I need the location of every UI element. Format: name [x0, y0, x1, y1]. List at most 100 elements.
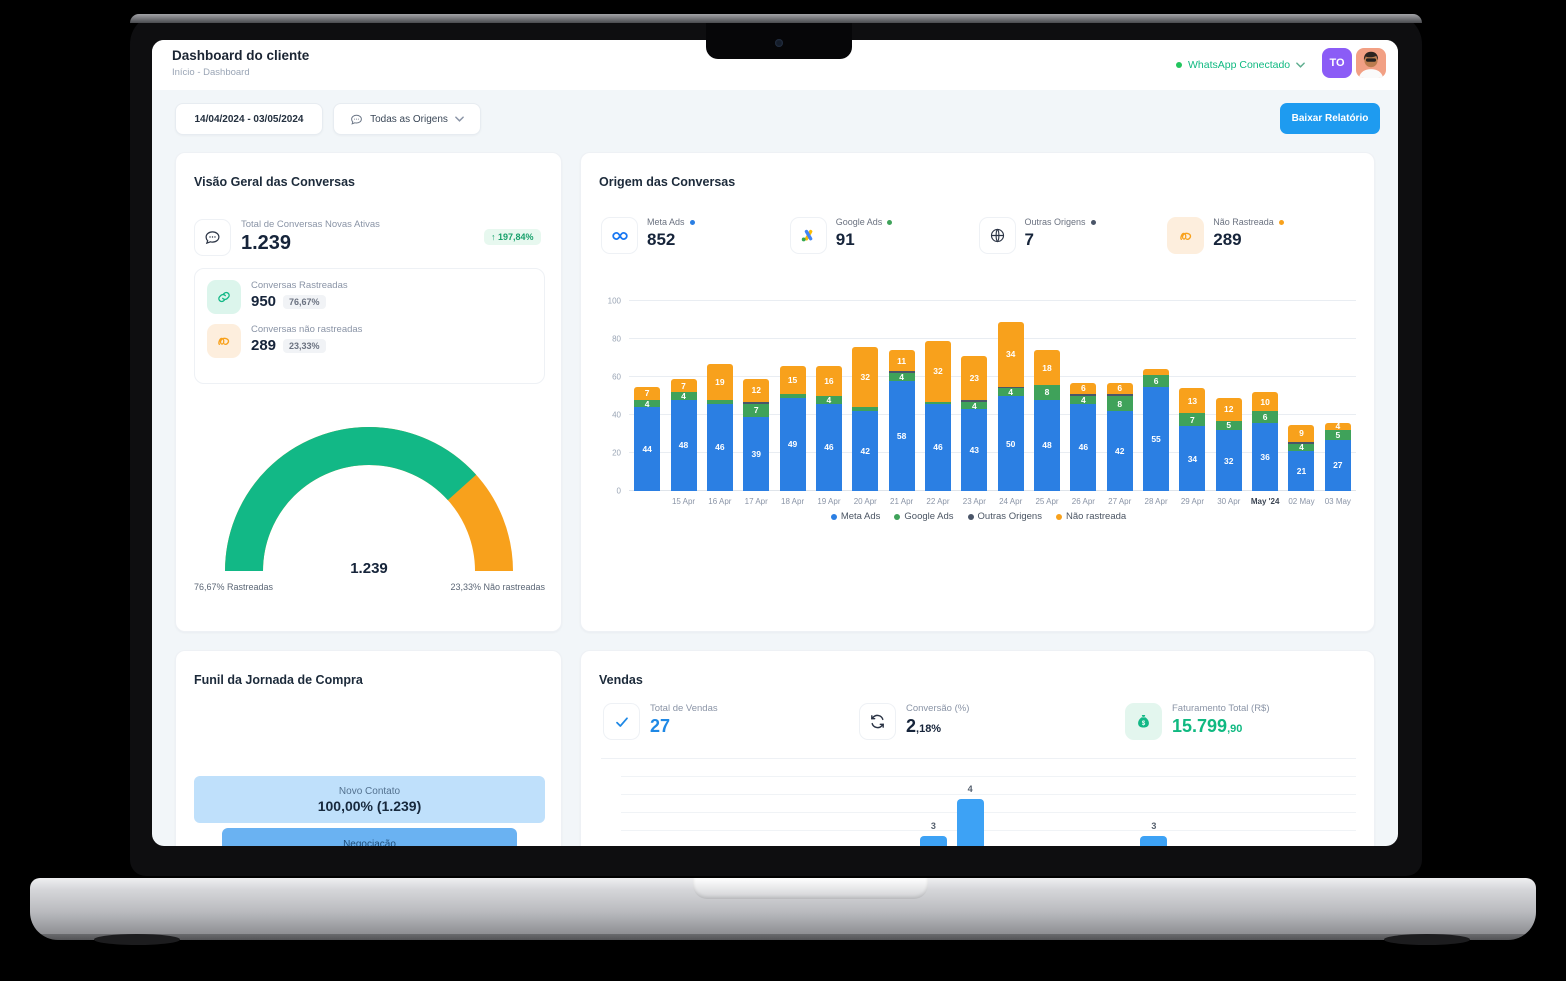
overview-card-title: Visão Geral das Conversas — [194, 175, 355, 189]
gridline — [629, 452, 1356, 453]
conversion-value: 2,18% — [906, 716, 942, 736]
legend-label: Outras Origens — [977, 511, 1042, 522]
bar-segment-não-rastreada: 16 — [815, 365, 842, 397]
laptop-foot — [94, 934, 180, 945]
bar-segment-meta-ads: 39 — [743, 416, 770, 491]
bar-segment-não-rastreada: 11 — [888, 350, 915, 372]
download-report-button[interactable]: Baixar Relatório — [1280, 103, 1380, 134]
overview-card: Visão Geral das Conversas Total de Conve… — [175, 152, 562, 632]
revenue-value: 15.799,90 — [1172, 716, 1243, 736]
legend-label: Google Ads — [904, 511, 954, 522]
status-dot-icon — [887, 219, 893, 225]
bar-segment-meta-ads: 42 — [852, 411, 879, 491]
origin-stat-name: Google Ads — [835, 217, 883, 227]
x-axis-label: 16 Apr — [708, 497, 732, 506]
x-axis-label: May '24 — [1250, 497, 1280, 506]
bar-segment-google-ads: 4 — [1288, 442, 1315, 452]
sales-card: Vendas Total de Vendas 27 Conversão (%) … — [580, 650, 1375, 846]
bar-segment-não-rastreada — [1143, 369, 1170, 376]
stacked-bar: 58 4 11 — [888, 350, 915, 491]
bar-segment-outras-origens — [961, 399, 988, 402]
globe-icon — [978, 217, 1016, 254]
sales-bar-label: 4 — [967, 784, 973, 794]
gauge-center-value: 1.239 — [350, 560, 388, 577]
x-axis-label: 27 Apr — [1108, 497, 1132, 506]
laptop-screen: Dashboard do cliente Início - Dashboard … — [152, 40, 1398, 846]
bar-segment-meta-ads: 55 — [1143, 386, 1170, 491]
workspace-badge[interactable]: TO — [1322, 48, 1352, 78]
laptop-foot — [1384, 934, 1470, 945]
bar-segment-outras-origens — [888, 371, 915, 374]
y-axis-tick: 20 — [612, 448, 621, 458]
untracked-label: Conversas não rastreadas — [251, 324, 363, 335]
sales-bar — [956, 799, 984, 846]
bar-segment-google-ads: 4 — [670, 391, 697, 401]
gridline — [621, 830, 1356, 831]
bar-segment-google-ads: 7 — [743, 403, 770, 417]
bar-segment-outras-origens — [743, 401, 770, 404]
bar-segment-outras-origens — [997, 386, 1024, 389]
bar-segment-meta-ads: 43 — [961, 409, 988, 491]
x-axis-label: 24 Apr — [999, 497, 1023, 506]
gauge-right-label: 23,33% Não rastreadas — [450, 582, 545, 592]
bar-segment-não-rastreada: 19 — [706, 363, 733, 400]
bar-segment-google-ads: 4 — [634, 399, 661, 409]
stacked-bar: 42 8 6 — [1106, 382, 1133, 491]
gridline — [621, 776, 1356, 777]
bar-segment-outras-origens — [1288, 441, 1315, 444]
gridline — [621, 812, 1356, 813]
origin-stat-label: Google Ads — [836, 217, 893, 227]
sales-bar — [1140, 836, 1168, 846]
bar-segment-não-rastreada: 23 — [961, 356, 988, 400]
legend-item-google-ads[interactable]: Google Ads — [894, 511, 954, 522]
stacked-bar: 32 5 12 — [1215, 397, 1242, 491]
legend-label: Meta Ads — [840, 511, 881, 522]
bar-segment-meta-ads: 44 — [634, 407, 661, 491]
stacked-bar: 34 7 13 — [1179, 388, 1206, 491]
bar-segment-não-rastreada: 13 — [1179, 388, 1206, 414]
avatar[interactable] — [1356, 48, 1386, 78]
bar-segment-meta-ads: 48 — [670, 399, 697, 491]
gridline — [629, 490, 1356, 491]
x-axis-label: 19 Apr — [817, 497, 841, 506]
stacked-bar: 36 6 10 — [1252, 392, 1279, 491]
stacked-bar: 46 4 6 — [1070, 382, 1097, 491]
bar-segment-não-rastreada: 10 — [1252, 392, 1279, 412]
bar-segment-não-rastreada: 7 — [634, 386, 661, 400]
conversion-stat: Conversão (%) 2,18% — [859, 703, 1125, 740]
bar-segment-meta-ads: 36 — [1252, 422, 1279, 491]
legend-item-outras-origens[interactable]: Outras Origens — [967, 511, 1042, 522]
total-sales-value: 27 — [650, 716, 671, 736]
meta-icon — [601, 217, 638, 254]
whatsapp-status-dropdown[interactable]: WhatsApp Conectado — [1176, 54, 1305, 76]
tracked-label: Conversas Rastreadas — [251, 280, 348, 291]
origins-card: Origem das Conversas Meta Ads 852 Google A… — [580, 152, 1375, 632]
sales-card-title: Vendas — [599, 673, 643, 687]
bar-segment-google-ads: 7 — [1179, 413, 1206, 427]
chevron-down-icon — [455, 116, 464, 122]
date-range-input[interactable]: 14/04/2024 - 03/05/2024 — [175, 103, 323, 135]
gauge-arc-tracked — [225, 427, 513, 572]
gridline — [629, 338, 1356, 339]
funnel-stage-novo-contato: Novo Contato 100,00% (1.239) — [194, 776, 545, 823]
money-bag-icon: $ — [1125, 703, 1162, 740]
stacked-bar: 48 4 7 — [670, 378, 697, 491]
bar-segment-meta-ads: 46 — [1070, 403, 1097, 491]
sales-bar-label: 3 — [930, 821, 936, 831]
y-axis-tick: 0 — [616, 486, 621, 496]
check-icon — [603, 703, 640, 740]
avatar-image — [1356, 48, 1386, 78]
bar-segment-meta-ads: 46 — [924, 403, 951, 491]
origin-stat-name: Meta Ads — [647, 217, 685, 227]
legend-item-não-rastreada[interactable]: Não rastreada — [1055, 511, 1126, 522]
bar-segment-google-ads: 4 — [888, 372, 915, 382]
svg-text:$: $ — [1142, 721, 1146, 727]
bar-segment-meta-ads: 58 — [888, 380, 915, 491]
bar-segment-google-ads: 4 — [1070, 395, 1097, 405]
stacked-bar: 49 15 — [779, 365, 806, 491]
bar-segment-google-ads: 8 — [1106, 396, 1133, 412]
origin-filter-select[interactable]: Todas as Origens — [333, 103, 481, 135]
legend-item-meta-ads[interactable]: Meta Ads — [830, 511, 881, 522]
laptop-base-edge — [30, 934, 1536, 940]
origins-card-title: Origem das Conversas — [599, 175, 736, 189]
